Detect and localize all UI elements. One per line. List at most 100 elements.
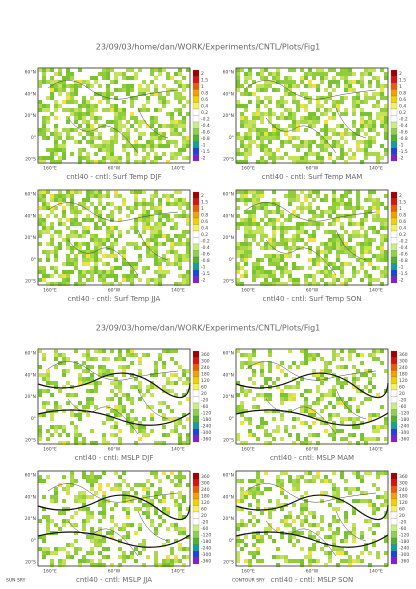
map-cell bbox=[280, 471, 284, 475]
map-cell bbox=[260, 425, 264, 429]
map-cell bbox=[260, 539, 264, 543]
map-cell bbox=[348, 278, 352, 282]
map-cell bbox=[272, 72, 276, 76]
map-cell bbox=[320, 397, 324, 401]
map-cell bbox=[154, 152, 158, 156]
map-cell bbox=[62, 88, 66, 92]
map-cell bbox=[352, 124, 356, 128]
map-cell bbox=[368, 84, 372, 88]
map-cell bbox=[78, 365, 82, 369]
map-cell bbox=[126, 515, 130, 519]
map-cell bbox=[126, 92, 130, 96]
map-cell bbox=[166, 238, 170, 242]
map-cell bbox=[304, 357, 308, 361]
map-cell bbox=[360, 262, 364, 266]
map-cell bbox=[130, 353, 134, 357]
map-cell bbox=[82, 437, 86, 441]
map-cell bbox=[94, 491, 98, 495]
colorbar-label: -120 bbox=[399, 410, 409, 416]
map-cell bbox=[42, 373, 46, 377]
map-cell bbox=[174, 144, 178, 148]
map-cell bbox=[186, 507, 190, 511]
map-cell bbox=[384, 148, 388, 152]
map-cell bbox=[134, 128, 138, 132]
map-cell bbox=[292, 417, 296, 421]
map-cell bbox=[142, 425, 146, 429]
map-cell bbox=[240, 250, 244, 254]
map-cell bbox=[336, 202, 340, 206]
map-cell bbox=[256, 258, 260, 262]
lon-label: 160°E bbox=[241, 166, 255, 172]
map-cell bbox=[264, 132, 268, 136]
map-cell bbox=[82, 100, 86, 104]
map-cell bbox=[130, 417, 134, 421]
map-cell bbox=[66, 555, 70, 559]
map-cell bbox=[244, 238, 248, 242]
map-cell bbox=[178, 503, 182, 507]
map-cell bbox=[50, 413, 54, 417]
map-cell bbox=[372, 357, 376, 361]
map-cell bbox=[268, 72, 272, 76]
map-cell bbox=[138, 108, 142, 112]
map-cell bbox=[348, 132, 352, 136]
map-cell bbox=[280, 503, 284, 507]
map-cell bbox=[46, 274, 50, 278]
map-cell bbox=[78, 433, 82, 437]
map-cell bbox=[122, 499, 126, 503]
map-cell bbox=[260, 156, 264, 160]
map-cell bbox=[284, 152, 288, 156]
map-cell bbox=[150, 160, 154, 164]
map-cell bbox=[146, 511, 150, 515]
map-cell bbox=[276, 104, 280, 108]
map-cell bbox=[244, 523, 248, 527]
map-cell bbox=[380, 425, 384, 429]
map-cell bbox=[178, 421, 182, 425]
colorbar-cell bbox=[390, 557, 398, 565]
map-cell bbox=[58, 361, 62, 365]
map-cell bbox=[110, 373, 114, 377]
map-cell bbox=[328, 250, 332, 254]
map-cell bbox=[348, 397, 352, 401]
map-cell bbox=[38, 156, 42, 160]
map-cell bbox=[46, 389, 50, 393]
map-cell bbox=[248, 563, 252, 567]
map-cell bbox=[50, 381, 54, 385]
map-cell bbox=[142, 88, 146, 92]
map-cell bbox=[288, 274, 292, 278]
map-cell bbox=[312, 421, 316, 425]
map-cell bbox=[336, 381, 340, 385]
map-cell bbox=[114, 156, 118, 160]
map-field bbox=[38, 190, 190, 286]
colorbar-label: 0.4 bbox=[201, 225, 208, 231]
map-cell bbox=[174, 72, 178, 76]
colorbar-cell bbox=[192, 108, 200, 116]
map-cell bbox=[134, 194, 138, 198]
map-cell bbox=[146, 84, 150, 88]
map-cell bbox=[280, 479, 284, 483]
map-cell bbox=[66, 270, 70, 274]
colorbar-cell bbox=[390, 363, 398, 371]
map-cell bbox=[360, 116, 364, 120]
map-cell bbox=[328, 417, 332, 421]
map-cell bbox=[296, 479, 300, 483]
map-cell bbox=[114, 190, 118, 194]
map-cell bbox=[308, 120, 312, 124]
map-cell bbox=[86, 198, 90, 202]
map-cell bbox=[174, 80, 178, 84]
map-cell bbox=[54, 401, 58, 405]
map-cell bbox=[74, 84, 78, 88]
map-cell bbox=[154, 471, 158, 475]
map-cell bbox=[336, 487, 340, 491]
map-cell bbox=[320, 140, 324, 144]
map-cell bbox=[360, 531, 364, 535]
map-cell bbox=[340, 96, 344, 100]
map-cell bbox=[98, 218, 102, 222]
map-cell bbox=[50, 210, 54, 214]
map-cell bbox=[244, 226, 248, 230]
map-cell bbox=[248, 226, 252, 230]
map-cell bbox=[162, 68, 166, 72]
map-cell bbox=[42, 160, 46, 164]
lon-label: 60°W bbox=[306, 166, 319, 172]
map-cell bbox=[336, 72, 340, 76]
map-cell bbox=[332, 274, 336, 278]
